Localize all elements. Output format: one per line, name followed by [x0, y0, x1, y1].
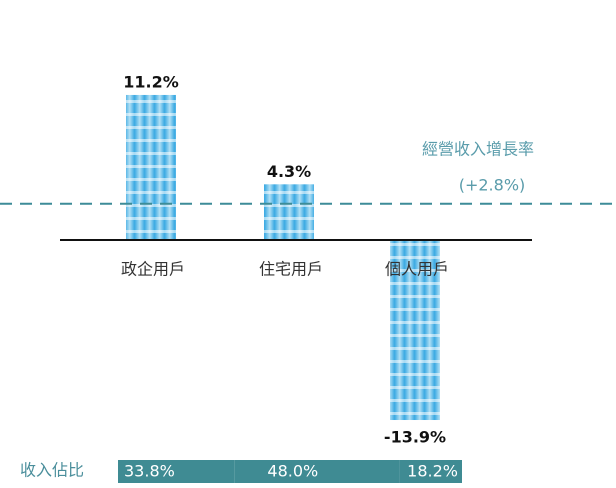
category-label: 政企用戶 — [121, 260, 185, 279]
bar — [126, 94, 176, 241]
value-label: 4.3% — [267, 162, 311, 181]
value-label: -13.9% — [384, 428, 446, 447]
share-label: 收入佔比 — [20, 461, 84, 480]
category-label: 個人用戶 — [385, 260, 449, 279]
reference-label: 經營收入增長率 — [422, 140, 534, 159]
bar — [264, 184, 314, 240]
share-segment — [399, 460, 462, 483]
share-segment — [118, 460, 235, 483]
value-label: 11.2% — [123, 72, 179, 91]
share-segment — [234, 460, 400, 483]
bar — [390, 240, 440, 421]
category-label: 住宅用戶 — [259, 260, 323, 279]
share-value-label: 18.2% — [407, 462, 458, 481]
reference-value-label: (+2.8%) — [459, 176, 526, 195]
share-value-label: 48.0% — [267, 462, 318, 481]
share-value-label: 33.8% — [124, 462, 175, 481]
